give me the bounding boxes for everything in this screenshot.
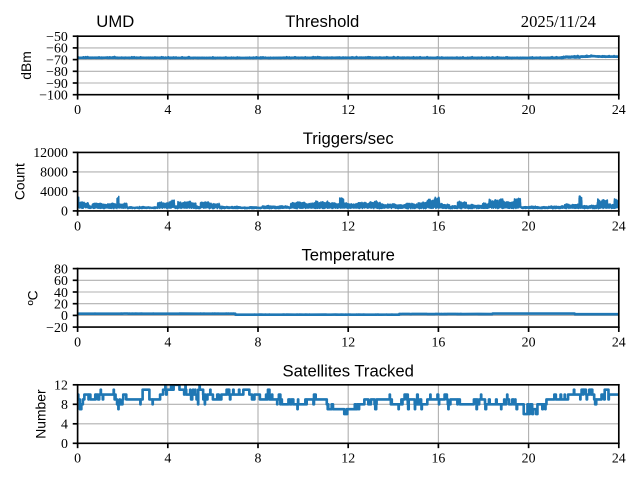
svg-text:−50: −50: [46, 30, 68, 45]
svg-text:16: 16: [431, 452, 445, 467]
svg-text:−20: −20: [46, 321, 68, 336]
svg-text:8: 8: [255, 452, 262, 467]
svg-text:16: 16: [431, 103, 445, 118]
svg-text:−60: −60: [46, 42, 68, 57]
svg-text:60: 60: [54, 274, 68, 289]
svg-text:Count: Count: [12, 163, 28, 200]
svg-text:20: 20: [522, 452, 536, 467]
svg-text:0: 0: [61, 437, 68, 452]
svg-text:8: 8: [255, 103, 262, 118]
svg-text:16: 16: [431, 219, 445, 234]
svg-text:16: 16: [431, 335, 445, 350]
svg-text:−90: −90: [46, 77, 68, 92]
svg-text:Threshold: Threshold: [285, 12, 359, 31]
svg-text:0: 0: [74, 452, 81, 467]
svg-text:0: 0: [74, 219, 81, 234]
svg-text:24: 24: [612, 452, 626, 467]
svg-text:24: 24: [612, 219, 626, 234]
svg-text:4: 4: [164, 452, 171, 467]
svg-text:dBm: dBm: [18, 51, 34, 80]
svg-text:Number: Number: [33, 389, 49, 439]
svg-text:0: 0: [61, 205, 68, 220]
svg-text:0: 0: [74, 335, 81, 350]
svg-text:20: 20: [522, 219, 536, 234]
svg-text:8: 8: [255, 219, 262, 234]
svg-text:40: 40: [54, 286, 68, 301]
svg-text:Temperature: Temperature: [301, 245, 395, 264]
svg-text:0: 0: [74, 103, 81, 118]
svg-text:8000: 8000: [40, 166, 68, 181]
svg-text:Satellites Tracked: Satellites Tracked: [282, 361, 413, 380]
svg-text:20: 20: [54, 298, 68, 313]
svg-text:12000: 12000: [33, 146, 68, 161]
svg-text:12: 12: [341, 219, 355, 234]
svg-text:20: 20: [522, 103, 536, 118]
svg-text:12: 12: [341, 103, 355, 118]
svg-text:12: 12: [341, 452, 355, 467]
svg-text:8: 8: [255, 335, 262, 350]
svg-text:4: 4: [164, 335, 171, 350]
svg-text:12: 12: [54, 379, 68, 394]
svg-text:0: 0: [61, 309, 68, 324]
svg-text:−70: −70: [46, 53, 68, 68]
svg-text:4: 4: [164, 103, 171, 118]
svg-text:−100: −100: [39, 89, 68, 104]
svg-text:4000: 4000: [40, 185, 68, 200]
svg-text:8: 8: [61, 398, 68, 413]
svg-text:−80: −80: [46, 65, 68, 80]
svg-text:4: 4: [164, 219, 171, 234]
svg-text:24: 24: [612, 103, 626, 118]
svg-text:12: 12: [341, 335, 355, 350]
svg-text:4: 4: [61, 418, 68, 433]
svg-text:ºC: ºC: [25, 290, 41, 305]
svg-text:UMD: UMD: [96, 12, 134, 31]
svg-text:24: 24: [612, 335, 626, 350]
svg-text:20: 20: [522, 335, 536, 350]
svg-text:2025/11/24: 2025/11/24: [521, 12, 597, 31]
svg-text:Triggers/sec: Triggers/sec: [303, 129, 394, 148]
svg-text:80: 80: [54, 262, 68, 277]
